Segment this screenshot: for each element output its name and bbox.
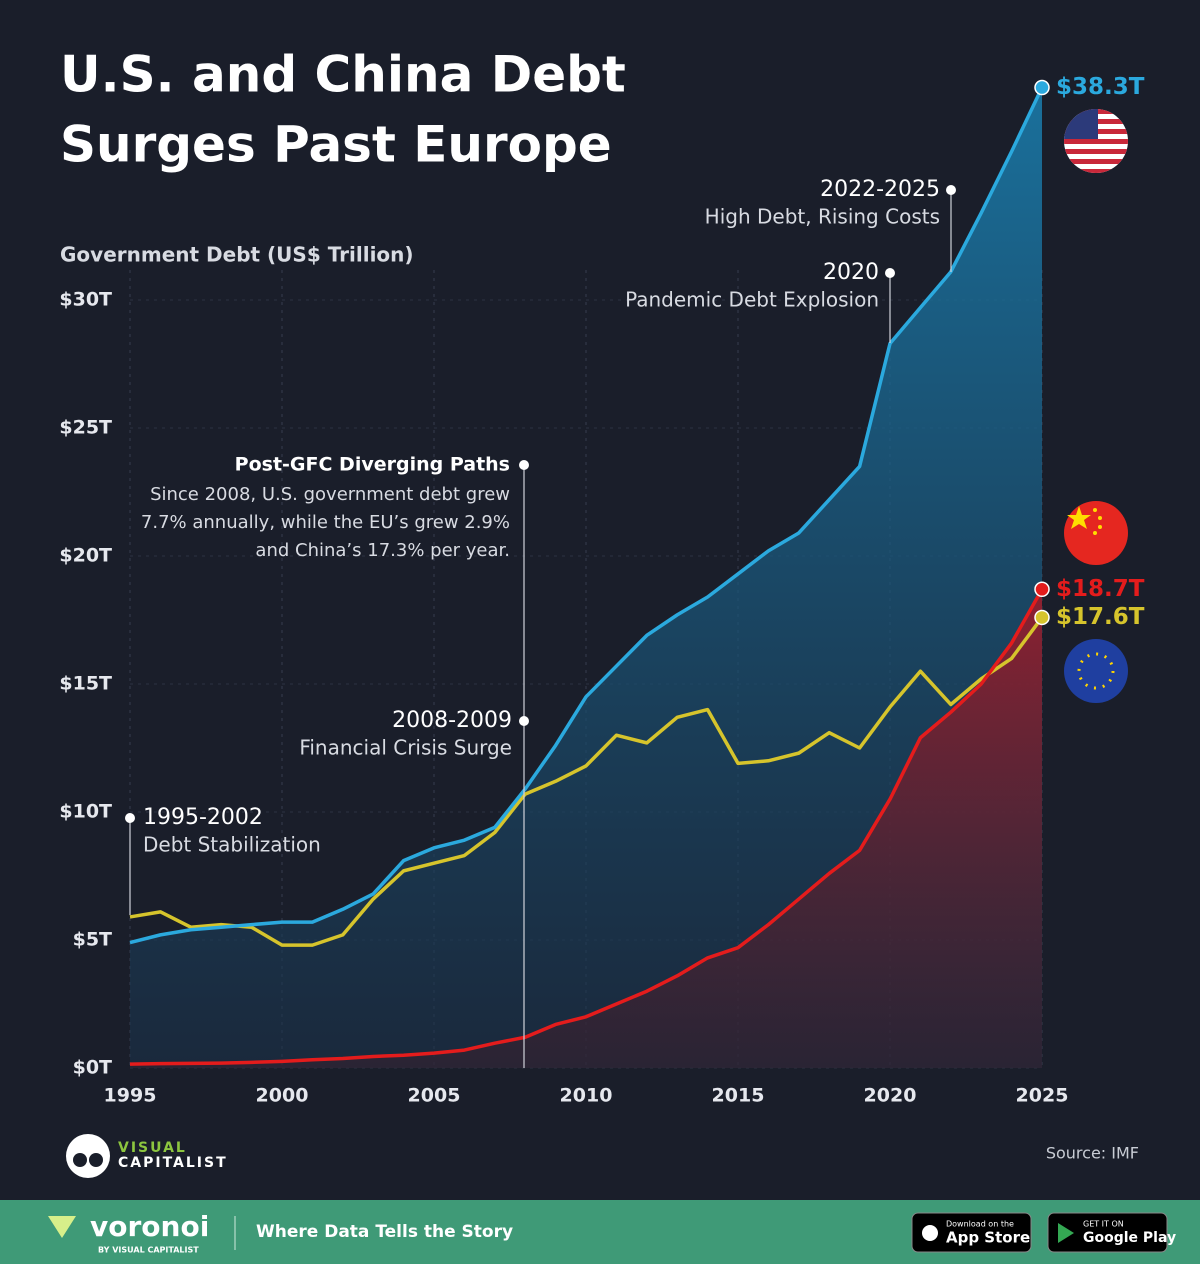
annotation-dot <box>885 268 895 278</box>
badge-text: App Store <box>946 1229 1030 1247</box>
annotation-text: High Debt, Rising Costs <box>705 205 940 229</box>
x-tick-label: 2020 <box>864 1085 917 1107</box>
logo: VISUAL CAPITALIST <box>66 1134 228 1178</box>
end-point <box>1034 79 1050 96</box>
value-label: $18.7T <box>1056 576 1145 602</box>
series-line <box>129 616 1044 947</box>
badge-text: Google Play <box>1083 1230 1176 1246</box>
y-tick-label: $25T <box>59 417 112 439</box>
x-tick-label: 1995 <box>104 1085 157 1107</box>
app-store-badge[interactable]: Download on the App Store <box>911 1212 1032 1253</box>
x-tick-label: 2010 <box>560 1085 613 1107</box>
annotation-text: and China’s 17.3% per year. <box>255 540 510 561</box>
tagline: Where Data Tells the Story <box>256 1222 513 1242</box>
series-line <box>129 86 1044 945</box>
annotation-dot <box>519 460 529 470</box>
x-tick-label: 2000 <box>256 1085 309 1107</box>
end-point <box>1034 609 1050 626</box>
logo-text: CAPITALIST <box>118 1155 228 1171</box>
annotation-title: 1995-2002 <box>143 805 263 830</box>
annotation-title: 2022-2025 <box>820 177 940 202</box>
x-tick-label: 2005 <box>408 1085 461 1107</box>
source: Source: IMF <box>1046 1144 1139 1163</box>
app-name: voronoi <box>90 1210 209 1243</box>
x-tick-label: 2015 <box>712 1085 765 1107</box>
annotation-text: Debt Stabilization <box>143 833 321 857</box>
voronoi-icon <box>48 1216 76 1238</box>
value-label: $17.6T <box>1056 604 1145 630</box>
annotation-dot <box>946 185 956 195</box>
annotation-title: 2020 <box>823 260 879 285</box>
y-tick-label: $15T <box>59 673 112 695</box>
y-tick-label: $30T <box>59 289 112 311</box>
annotation-title: 2008-2009 <box>392 708 512 733</box>
y-tick-label: $20T <box>59 545 112 567</box>
area <box>130 589 1042 1068</box>
series-line <box>129 588 1044 1066</box>
badge-small: GET IT ON <box>1083 1220 1124 1229</box>
y-tick-label: $10T <box>59 801 112 823</box>
annotation-title: Post-GFC Diverging Paths <box>235 454 510 476</box>
annotation-text: Financial Crisis Surge <box>299 736 512 760</box>
app-sub: BY VISUAL CAPITALIST <box>98 1246 199 1255</box>
y-tick-label: $0T <box>73 1057 112 1079</box>
y-axis-label: Government Debt (US$ Trillion) <box>60 243 414 267</box>
title-line: U.S. and China Debt <box>60 46 626 104</box>
annotation-text: Since 2008, U.S. government debt grew <box>150 484 510 505</box>
title-line: Surges Past Europe <box>60 116 612 174</box>
logo-text: VISUAL <box>118 1140 187 1156</box>
annotation-dot <box>519 716 529 726</box>
y-tick-label: $5T <box>73 929 112 951</box>
eu-flag <box>1064 639 1128 703</box>
end-point <box>1034 581 1050 598</box>
annotation-text: Pandemic Debt Explosion <box>625 288 879 312</box>
annotation-text: 7.7% annually, while the EU’s grew 2.9% <box>141 512 510 533</box>
area <box>130 87 1042 1068</box>
plot: $0T $5T $10T $15T $20T $25T $30T 1995 2000 2005 20… <box>59 74 1144 1106</box>
google-play-badge[interactable]: GET IT ON Google Play <box>1047 1212 1176 1253</box>
us-flag <box>1064 109 1128 173</box>
x-tick-label: 2025 <box>1016 1085 1069 1107</box>
annotation-dot <box>125 813 135 823</box>
badge-small: Download on the <box>946 1220 1014 1229</box>
china-flag <box>1064 501 1128 565</box>
value-label: $38.3T <box>1056 74 1145 100</box>
